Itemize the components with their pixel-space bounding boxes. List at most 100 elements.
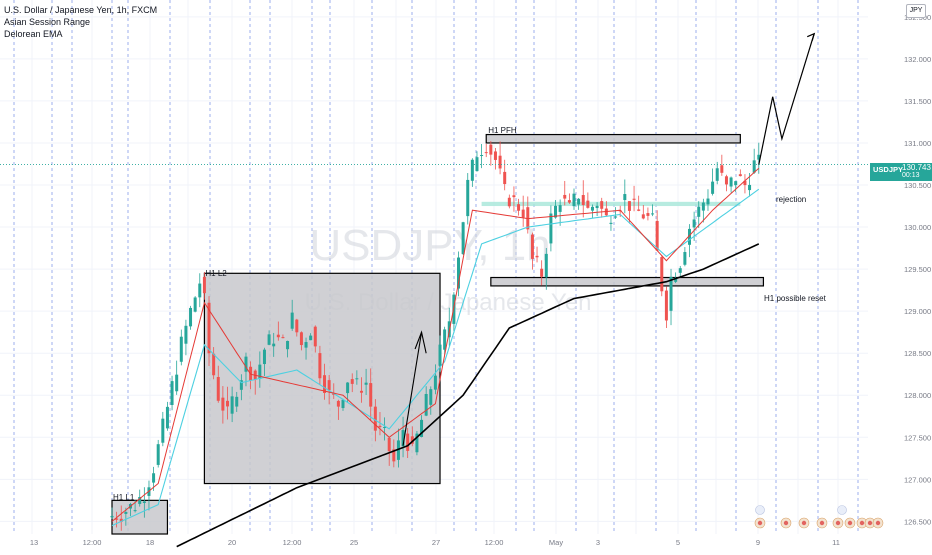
candle[interactable] <box>563 194 567 199</box>
candle[interactable] <box>678 268 682 273</box>
event-flag-icon[interactable] <box>755 505 765 515</box>
candle[interactable] <box>142 501 146 503</box>
candle[interactable] <box>521 209 525 218</box>
candle[interactable] <box>669 276 673 311</box>
candle[interactable] <box>355 378 359 380</box>
candle[interactable] <box>369 383 373 407</box>
candle[interactable] <box>484 152 488 154</box>
candle[interactable] <box>119 518 123 522</box>
candle[interactable] <box>235 396 239 407</box>
candle[interactable] <box>466 179 470 217</box>
candle[interactable] <box>517 204 521 211</box>
candle[interactable] <box>378 425 382 428</box>
candle[interactable] <box>424 393 428 416</box>
candle[interactable] <box>637 209 641 211</box>
candle[interactable] <box>627 201 631 211</box>
candle[interactable] <box>216 376 220 401</box>
candle[interactable] <box>701 202 705 211</box>
candle[interactable] <box>318 353 322 379</box>
candle[interactable] <box>475 157 479 172</box>
candle[interactable] <box>438 344 442 366</box>
candle[interactable] <box>581 195 585 206</box>
candle[interactable] <box>590 206 594 211</box>
candle[interactable] <box>651 213 655 215</box>
candle[interactable] <box>646 213 650 216</box>
candle[interactable] <box>152 473 156 483</box>
candle[interactable] <box>554 205 558 218</box>
candle[interactable] <box>175 374 179 392</box>
currency-button[interactable]: JPY <box>906 4 926 18</box>
candle[interactable] <box>230 396 234 414</box>
candle[interactable] <box>549 213 553 244</box>
candle[interactable] <box>457 257 460 289</box>
zone-rejection[interactable] <box>481 201 741 207</box>
candle[interactable] <box>202 276 206 294</box>
candle[interactable] <box>729 177 733 187</box>
zone-h1-l2[interactable] <box>203 272 441 485</box>
candle[interactable] <box>244 356 248 372</box>
candle[interactable] <box>138 496 142 504</box>
candle[interactable] <box>443 329 447 350</box>
candle[interactable] <box>461 222 465 255</box>
candle[interactable] <box>346 382 350 394</box>
candle[interactable] <box>207 302 211 354</box>
candle[interactable] <box>706 198 710 205</box>
candle[interactable] <box>350 379 354 384</box>
candle[interactable] <box>110 515 114 518</box>
candle[interactable] <box>420 419 424 438</box>
candle[interactable] <box>396 440 400 460</box>
candle[interactable] <box>544 253 548 278</box>
candle[interactable] <box>323 375 327 393</box>
candle[interactable] <box>641 214 645 219</box>
candle[interactable] <box>674 277 678 282</box>
candle[interactable] <box>262 349 266 365</box>
candle[interactable] <box>757 154 761 160</box>
candle[interactable] <box>341 399 345 409</box>
candle[interactable] <box>156 444 160 465</box>
candle[interactable] <box>748 184 752 191</box>
candle[interactable] <box>115 518 119 520</box>
candle[interactable] <box>226 400 229 407</box>
candle[interactable] <box>600 201 604 209</box>
candle[interactable] <box>124 512 128 514</box>
candle[interactable] <box>281 337 285 339</box>
candle[interactable] <box>433 375 437 390</box>
candle[interactable] <box>535 255 539 258</box>
candle[interactable] <box>623 194 627 201</box>
candle[interactable] <box>165 406 169 429</box>
candle[interactable] <box>507 197 511 207</box>
candle[interactable] <box>752 160 756 173</box>
candle[interactable] <box>415 433 419 453</box>
candle[interactable] <box>170 381 174 405</box>
candle[interactable] <box>697 206 701 217</box>
candle[interactable] <box>401 430 405 447</box>
candle[interactable] <box>664 290 668 321</box>
indicator-delorean-ema[interactable]: Delorean EMA <box>4 29 63 39</box>
candle[interactable] <box>383 426 387 428</box>
candle[interactable] <box>512 195 516 198</box>
candle[interactable] <box>577 198 581 205</box>
candle[interactable] <box>720 165 724 173</box>
candle[interactable] <box>609 222 613 224</box>
candle[interactable] <box>724 176 728 185</box>
candle[interactable] <box>221 397 225 411</box>
candle[interactable] <box>489 144 493 155</box>
candle[interactable] <box>595 205 599 209</box>
candle[interactable] <box>313 326 317 347</box>
candle[interactable] <box>715 168 719 181</box>
candle[interactable] <box>276 334 280 338</box>
zone-h1-possible-reset[interactable] <box>490 276 765 287</box>
candle[interactable] <box>567 200 571 203</box>
candle[interactable] <box>743 180 747 186</box>
candle[interactable] <box>309 335 313 341</box>
symbol-title[interactable]: U.S. Dollar / Japanese Yen, 1h, FXCM <box>4 5 158 15</box>
indicator-asian-session[interactable]: Asian Session Range <box>4 17 91 27</box>
candle[interactable] <box>193 297 197 312</box>
candle[interactable] <box>632 198 636 200</box>
candle[interactable] <box>179 336 183 362</box>
candle[interactable] <box>558 205 562 212</box>
candle[interactable] <box>290 312 294 329</box>
candle[interactable] <box>738 174 742 177</box>
